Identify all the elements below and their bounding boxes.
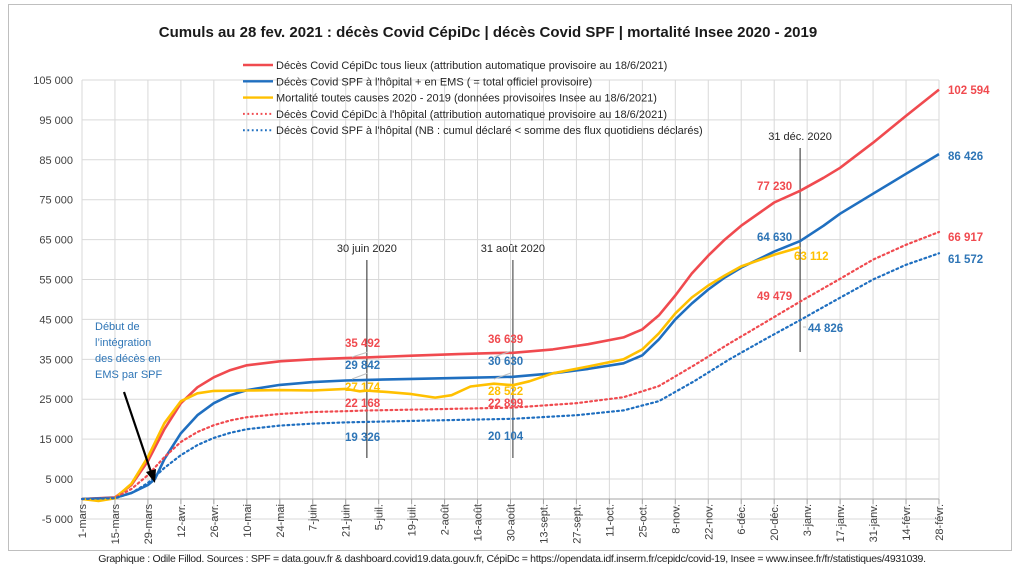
legend-label-1: Décès Covid SPF à l'hôpital + en EMS ( =…: [276, 76, 592, 88]
series-line-3: [80, 230, 941, 501]
y-tick-label: 35 000: [39, 354, 73, 366]
ems-note-line: des décès en: [95, 353, 160, 365]
value-label: 27 174: [345, 382, 381, 394]
x-tick-label: 15-mars: [110, 504, 122, 545]
value-label: 28 522: [488, 386, 523, 398]
x-tick-label: 11-oct.: [604, 504, 616, 537]
ems-arrow-shaft: [122, 391, 154, 476]
value-label: 22 168: [345, 398, 381, 410]
ems-note-line: EMS par SPF: [95, 369, 163, 381]
x-tick-label: 29-mars: [143, 504, 155, 545]
x-tick-label: 21-juin: [341, 504, 353, 537]
value-label: 29 842: [345, 360, 380, 372]
x-tick-label: 8-nov.: [670, 504, 682, 534]
legend-label-4: Décès Covid SPF à l'hôpital (NB : cumul …: [276, 125, 703, 137]
y-tick-label: -5 000: [42, 514, 73, 526]
x-tick-label: 27-sept.: [571, 504, 583, 544]
y-tick-label: 85 000: [39, 155, 73, 167]
value-label: 30 630: [488, 356, 523, 368]
value-label: 22 899: [488, 398, 523, 410]
chart-frame: [8, 4, 1012, 551]
y-tick-label: 95 000: [39, 115, 73, 127]
x-tick-label: 1-mars: [77, 504, 89, 539]
leader-line: [493, 372, 512, 380]
legend-label-0: Décès Covid CépiDc tous lieux (attributi…: [276, 60, 667, 72]
source-footer: Graphique : Odile Fillod. Sources : SPF …: [98, 553, 926, 565]
x-tick-label: 30-août: [506, 504, 518, 541]
x-tick-label: 2-août: [440, 504, 452, 535]
x-tick-label: 12-avr.: [176, 504, 188, 538]
leader-line: [351, 351, 369, 358]
y-tick-label: 75 000: [39, 195, 73, 207]
x-tick-label: 7-juin: [308, 504, 320, 531]
x-tick-label: 22-nov.: [703, 504, 715, 540]
x-tick-label: 19-juil.: [407, 504, 419, 536]
value-label: 36 639: [488, 334, 523, 346]
y-tick-label: 65 000: [39, 235, 73, 247]
y-tick-label: 15 000: [39, 434, 73, 446]
ems-arrow-head: [146, 469, 156, 483]
x-tick-label: 17-janv.: [835, 504, 847, 542]
date-marker-label: 31 août 2020: [481, 243, 545, 255]
x-tick-label: 24-mai: [275, 504, 287, 538]
x-tick-label: 25-oct.: [637, 504, 649, 538]
series-line-4: [80, 252, 941, 501]
x-tick-label: 10-mai: [242, 504, 254, 538]
x-tick-label: 6-déc.: [736, 504, 748, 535]
value-label: 66 917: [948, 232, 983, 244]
chart-title: Cumuls au 28 fev. 2021 : décès Covid Cép…: [159, 24, 817, 41]
y-tick-label: 45 000: [39, 314, 73, 326]
series-line-0: [81, 88, 940, 501]
legend-label-2: Mortalité toutes causes 2020 - 2019 (don…: [276, 93, 657, 105]
value-label: 35 492: [345, 338, 380, 350]
value-label: 44 826: [808, 323, 843, 335]
series-line-2: [81, 245, 801, 503]
x-tick-label: 28-févr.: [934, 504, 946, 541]
date-marker-label: 30 juin 2020: [337, 243, 397, 255]
x-tick-label: 16-août: [473, 504, 485, 541]
date-marker-label: 31 déc. 2020: [768, 131, 832, 143]
value-label: 86 426: [948, 151, 983, 163]
x-tick-label: 3-janv.: [802, 504, 814, 536]
x-tick-label: 5-juil.: [374, 504, 386, 530]
value-label: 63 112: [794, 251, 829, 263]
value-label: 77 230: [757, 181, 792, 193]
y-tick-label: 105 000: [33, 75, 73, 87]
x-tick-label: 26-avr.: [209, 504, 221, 538]
value-label: 20 104: [488, 431, 524, 443]
leader-line: [351, 372, 369, 380]
value-label: 19 326: [345, 432, 380, 444]
leader-line: [493, 350, 512, 358]
ems-note-line: Début de: [95, 321, 140, 333]
value-label: 64 630: [757, 232, 792, 244]
y-tick-label: 5 000: [45, 474, 73, 486]
series-line-1: [81, 152, 940, 501]
x-tick-label: 13-sept.: [538, 504, 550, 544]
value-label: 102 594: [948, 85, 990, 97]
value-label: 49 479: [757, 291, 792, 303]
value-label: 61 572: [948, 254, 983, 266]
ems-note-line: l’intégration: [95, 337, 151, 349]
y-tick-label: 55 000: [39, 275, 73, 287]
y-tick-label: 25 000: [39, 394, 73, 406]
x-tick-label: 20-déc.: [769, 504, 781, 541]
legend-label-3: Décès Covid CépiDc à l'hôpital (attribut…: [276, 109, 667, 121]
x-tick-label: 14-févr.: [901, 504, 913, 541]
x-tick-label: 31-janv.: [868, 504, 880, 542]
